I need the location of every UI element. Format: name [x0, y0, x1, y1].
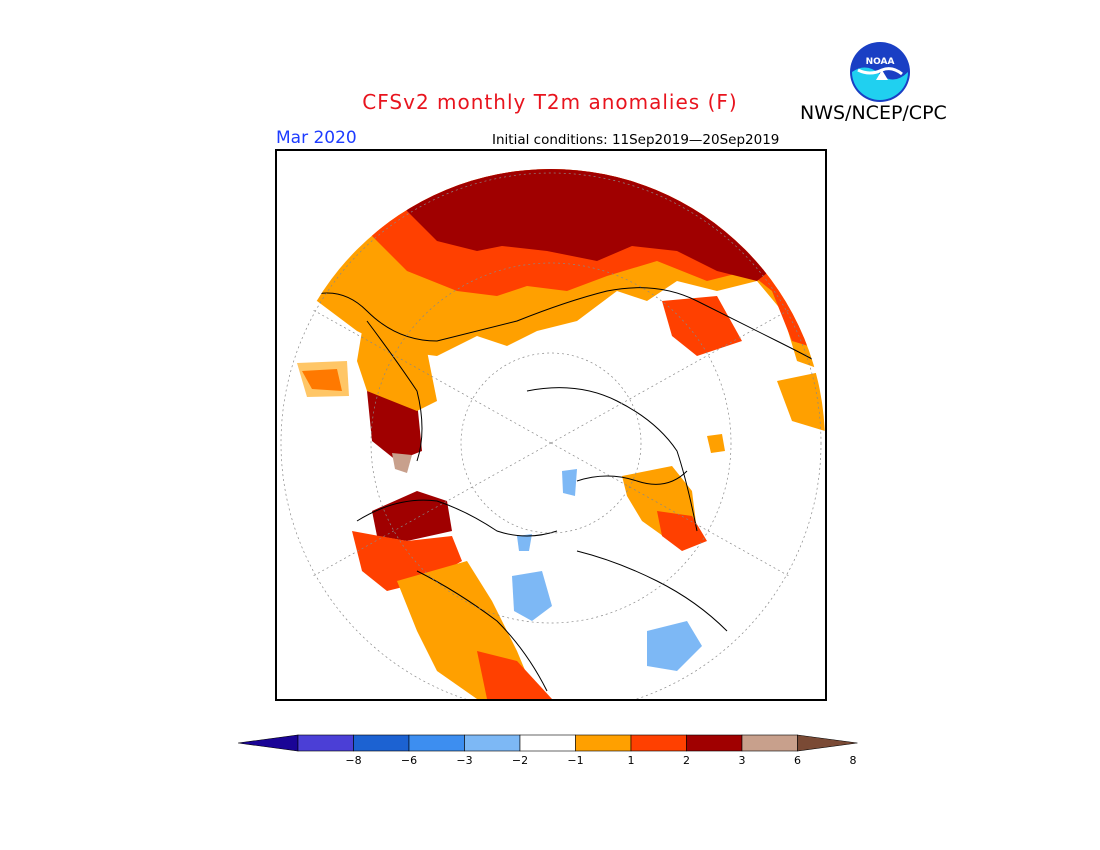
anomaly-region-brown	[392, 453, 412, 473]
legend-swatch	[408, 734, 465, 752]
legend-swatch	[741, 734, 798, 752]
legend-swatch	[353, 734, 410, 752]
legend-tick-label: −6	[401, 754, 417, 767]
anomaly-region-europe-red	[367, 391, 422, 461]
legend-arrow-high	[797, 734, 858, 752]
legend-swatch	[519, 734, 576, 752]
valid-month-label: Mar 2020	[276, 128, 357, 148]
legend-swatch	[575, 734, 632, 752]
anomaly-region-namerica-red	[477, 651, 552, 699]
legend-swatch	[297, 734, 354, 752]
map-title: CFSv2 monthly T2m anomalies (F)	[362, 90, 738, 114]
anomaly-region-canada-blue	[517, 534, 532, 551]
anomaly-region-med-orange	[297, 361, 349, 397]
legend-tick-label: 8	[850, 754, 857, 767]
map-frame	[275, 149, 827, 714]
legend-tick-label: 3	[739, 754, 746, 767]
polar-map	[277, 169, 825, 714]
logo-text: NOAA	[866, 57, 895, 67]
legend-tick-label: −3	[456, 754, 472, 767]
legend-tick-label: −2	[512, 754, 528, 767]
anomaly-region-greenland-red	[657, 511, 707, 551]
legend-swatch	[630, 734, 687, 752]
coastlines	[296, 287, 825, 692]
legend-swatch	[464, 734, 521, 752]
noaa-logo-icon: NOAA	[850, 42, 910, 102]
anomaly-region-fareast-red	[662, 296, 742, 356]
legend-tick-label: 2	[683, 754, 690, 767]
initial-conditions-label: Initial conditions: 11Sep2019—20Sep2019	[492, 132, 780, 148]
anomaly-region-hudson-blue	[512, 571, 552, 621]
color-legend: −8 −6 −3 −2 −1 1 2 3 6 8	[238, 734, 858, 767]
anomaly-region-alaska-darkred	[372, 491, 452, 541]
anomaly-region-arctic-blue	[562, 469, 577, 496]
legend-swatch	[686, 734, 743, 752]
legend-tick-label: 1	[628, 754, 635, 767]
legend-arrow-low	[238, 734, 299, 752]
legend-tick-label: −1	[567, 754, 583, 767]
legend-tick-label: −8	[345, 754, 361, 767]
legend-tick-label: 6	[794, 754, 801, 767]
organization-label: NWS/NCEP/CPC	[800, 102, 947, 124]
anomaly-region-pacific-orange	[777, 371, 825, 431]
anomaly-region-baffin-blue	[647, 621, 702, 671]
anomaly-region-small-orange	[707, 434, 725, 453]
graticule	[280, 172, 822, 714]
